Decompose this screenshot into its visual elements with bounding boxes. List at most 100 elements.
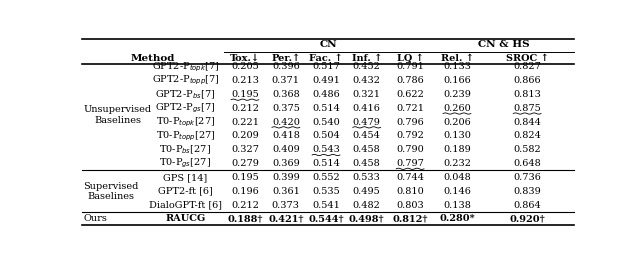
Text: 0.409: 0.409	[272, 145, 300, 154]
Text: 0.166: 0.166	[443, 76, 471, 85]
Text: 0.416: 0.416	[353, 104, 381, 113]
Text: Fac. ↑: Fac. ↑	[309, 54, 343, 63]
Text: Supervised
Baselines: Supervised Baselines	[83, 182, 139, 201]
Text: 0.552: 0.552	[312, 173, 340, 182]
Text: Rel. ↑: Rel. ↑	[440, 54, 474, 63]
Text: 0.582: 0.582	[513, 145, 541, 154]
Text: 0.827: 0.827	[513, 62, 541, 71]
Text: 0.458: 0.458	[353, 159, 381, 168]
Text: 0.321: 0.321	[353, 90, 381, 99]
Text: 0.920†: 0.920†	[509, 214, 545, 223]
Text: 0.369: 0.369	[272, 159, 300, 168]
Text: 0.368: 0.368	[272, 90, 300, 99]
Text: 0.213: 0.213	[231, 76, 259, 85]
Text: CN & HS: CN & HS	[477, 40, 529, 49]
Text: 0.535: 0.535	[312, 187, 340, 196]
Text: GPT2-P$_{topk}$[7]: GPT2-P$_{topk}$[7]	[152, 60, 219, 73]
Text: Per.↑: Per.↑	[271, 54, 300, 63]
Text: 0.206: 0.206	[443, 117, 471, 127]
Text: 0.790: 0.790	[396, 145, 424, 154]
Text: 0.622: 0.622	[396, 90, 424, 99]
Text: 0.721: 0.721	[396, 104, 424, 113]
Text: 0.504: 0.504	[312, 131, 340, 140]
Text: 0.146: 0.146	[443, 187, 471, 196]
Text: 0.188†: 0.188†	[227, 214, 262, 223]
Text: T0-P$_{topk}$[27]: T0-P$_{topk}$[27]	[156, 115, 215, 129]
Text: 0.133: 0.133	[443, 62, 471, 71]
Text: 0.418: 0.418	[272, 131, 300, 140]
Text: GPT2-P$_{bs}$[7]: GPT2-P$_{bs}$[7]	[156, 88, 216, 101]
Text: T0-P$_{bs}$[27]: T0-P$_{bs}$[27]	[159, 143, 211, 156]
Text: 0.803: 0.803	[396, 201, 424, 210]
Text: 0.205: 0.205	[231, 62, 259, 71]
Text: 0.491: 0.491	[312, 76, 340, 85]
Text: 0.813: 0.813	[513, 90, 541, 99]
Text: 0.824: 0.824	[513, 131, 541, 140]
Text: 0.514: 0.514	[312, 159, 340, 168]
Text: 0.280*: 0.280*	[439, 214, 475, 223]
Text: GPT2-ft [6]: GPT2-ft [6]	[158, 187, 212, 196]
Text: 0.189: 0.189	[443, 145, 471, 154]
Text: 0.479: 0.479	[353, 117, 381, 127]
Text: 0.371: 0.371	[272, 76, 300, 85]
Text: 0.533: 0.533	[353, 173, 381, 182]
Text: Inf. ↑: Inf. ↑	[351, 54, 382, 63]
Text: 0.544†: 0.544†	[308, 214, 344, 223]
Text: 0.648: 0.648	[513, 159, 541, 168]
Text: LQ ↑: LQ ↑	[397, 54, 424, 63]
Text: 0.498†: 0.498†	[349, 214, 385, 223]
Text: 0.458: 0.458	[353, 145, 381, 154]
Text: 0.373: 0.373	[272, 201, 300, 210]
Text: 0.514: 0.514	[312, 104, 340, 113]
Text: 0.221: 0.221	[231, 117, 259, 127]
Text: 0.543: 0.543	[312, 145, 340, 154]
Text: 0.195: 0.195	[231, 173, 259, 182]
Text: 0.260: 0.260	[443, 104, 471, 113]
Text: 0.212: 0.212	[231, 201, 259, 210]
Text: 0.212: 0.212	[231, 104, 259, 113]
Text: GPT2-P$_{topp}$[7]: GPT2-P$_{topp}$[7]	[152, 74, 220, 87]
Text: 0.866: 0.866	[513, 76, 541, 85]
Text: 0.048: 0.048	[443, 173, 471, 182]
Text: DialoGPT-ft [6]: DialoGPT-ft [6]	[149, 201, 222, 210]
Text: 0.452: 0.452	[353, 62, 381, 71]
Text: 0.810: 0.810	[396, 187, 424, 196]
Text: 0.517: 0.517	[312, 62, 340, 71]
Text: RAUCG: RAUCG	[165, 214, 205, 223]
Text: T0-P$_{topp}$[27]: T0-P$_{topp}$[27]	[156, 129, 215, 143]
Text: GPS [14]: GPS [14]	[163, 173, 207, 182]
Text: 0.375: 0.375	[272, 104, 300, 113]
Text: 0.432: 0.432	[353, 76, 381, 85]
Text: 0.541: 0.541	[312, 201, 340, 210]
Text: Unsupervised
Baselines: Unsupervised Baselines	[83, 106, 152, 125]
Text: 0.796: 0.796	[396, 117, 424, 127]
Text: 0.239: 0.239	[443, 90, 471, 99]
Text: GPT2-P$_{gs}$[7]: GPT2-P$_{gs}$[7]	[156, 102, 216, 115]
Text: 0.327: 0.327	[231, 145, 259, 154]
Text: 0.792: 0.792	[396, 131, 424, 140]
Text: 0.786: 0.786	[396, 76, 424, 85]
Text: 0.138: 0.138	[443, 201, 471, 210]
Text: 0.864: 0.864	[513, 201, 541, 210]
Text: 0.495: 0.495	[353, 187, 381, 196]
Text: 0.279: 0.279	[231, 159, 259, 168]
Text: CN: CN	[320, 40, 337, 49]
Text: 0.130: 0.130	[443, 131, 471, 140]
Text: 0.844: 0.844	[513, 117, 541, 127]
Text: 0.420: 0.420	[272, 117, 300, 127]
Text: 0.482: 0.482	[353, 201, 381, 210]
Text: Tox.↓: Tox.↓	[230, 54, 260, 63]
Text: T0-P$_{gs}$[27]: T0-P$_{gs}$[27]	[159, 157, 211, 170]
Text: 0.540: 0.540	[312, 117, 340, 127]
Text: SROC ↑: SROC ↑	[506, 54, 548, 63]
Text: 0.196: 0.196	[231, 187, 259, 196]
Text: 0.791: 0.791	[396, 62, 424, 71]
Text: 0.396: 0.396	[272, 62, 300, 71]
Text: 0.361: 0.361	[272, 187, 300, 196]
Text: 0.486: 0.486	[312, 90, 340, 99]
Text: Method: Method	[131, 54, 175, 63]
Text: 0.232: 0.232	[443, 159, 471, 168]
Text: 0.797: 0.797	[396, 159, 424, 168]
Text: 0.454: 0.454	[353, 131, 381, 140]
Text: 0.421†: 0.421†	[268, 214, 303, 223]
